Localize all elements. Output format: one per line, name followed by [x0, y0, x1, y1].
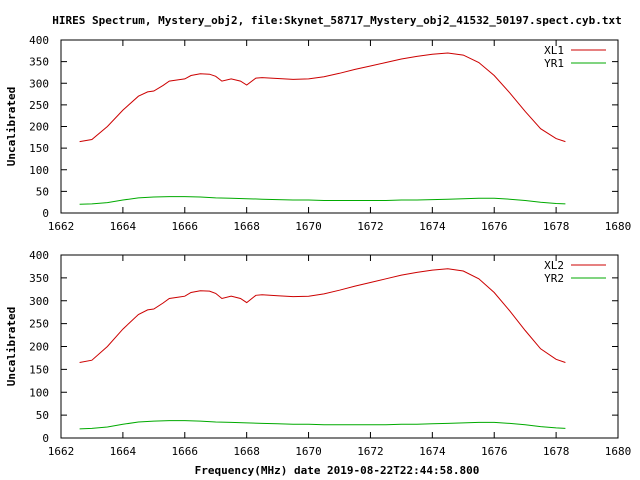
y-tick-label: 250	[29, 99, 49, 112]
series-line-yr1	[79, 196, 566, 205]
figure-title: HIRES Spectrum, Mystery_obj2, file:Skyne…	[52, 14, 622, 27]
y-tick-label: 100	[29, 164, 49, 177]
y-tick-label: 0	[42, 207, 49, 220]
legend-label-yr1: YR1	[544, 57, 564, 70]
y-axis-label: Uncalibrated	[5, 307, 18, 386]
y-tick-label: 50	[36, 185, 49, 198]
x-tick-label: 1676	[481, 220, 508, 233]
legend-label-xl2: XL2	[544, 259, 564, 272]
y-tick-label: 200	[29, 341, 49, 354]
y-tick-label: 150	[29, 363, 49, 376]
plot-frame	[60, 254, 619, 439]
y-tick-label: 0	[42, 432, 49, 445]
x-tick-label: 1666	[172, 445, 199, 458]
y-tick-label: 200	[29, 121, 49, 134]
x-tick-label: 1674	[419, 220, 446, 233]
y-tick-label: 350	[29, 56, 49, 69]
x-tick-label: 1662	[48, 445, 75, 458]
y-tick-label: 300	[29, 295, 49, 308]
x-axis-label: Frequency(MHz) date 2019-08-22T22:44:58.…	[195, 464, 480, 477]
y-tick-label: 350	[29, 272, 49, 285]
legend-label-xl1: XL1	[544, 44, 564, 57]
series-line-xl1	[79, 52, 566, 143]
x-tick-label: 1676	[481, 445, 508, 458]
x-tick-label: 1664	[110, 445, 137, 458]
x-tick-label: 1668	[233, 445, 260, 458]
x-tick-label: 1664	[110, 220, 137, 233]
x-tick-label: 1678	[543, 220, 570, 233]
chart-panel-1: 0 50 100 150 200 250 300 350 400 1662 1664 1666 1668…	[5, 34, 631, 233]
y-tick-label: 400	[29, 34, 49, 47]
y-tick-label: 50	[36, 409, 49, 422]
x-tick-label: 1662	[48, 220, 75, 233]
y-tick-label: 100	[29, 386, 49, 399]
x-tick-label: 1672	[357, 220, 384, 233]
legend-label-yr2: YR2	[544, 272, 564, 285]
plot-frame	[60, 39, 619, 214]
x-tick-label: 1668	[233, 220, 260, 233]
series-line-yr2	[79, 420, 566, 430]
x-tick-label: 1670	[295, 445, 322, 458]
x-tick-label: 1680	[605, 445, 632, 458]
y-tick-label: 300	[29, 77, 49, 90]
y-tick-label: 150	[29, 142, 49, 155]
chart-panels: 0 50 100 150 200 250 300 350 400 1662 1664 1666 1668…	[5, 34, 631, 458]
x-tick-label: 1680	[605, 220, 632, 233]
series-line-xl2	[79, 268, 566, 363]
x-tick-label: 1674	[419, 445, 446, 458]
chart-panel-2: 0 50 100 150 200 250 300 350 400 1662 1664 1666 1668…	[5, 249, 631, 458]
y-tick-label: 400	[29, 249, 49, 262]
x-tick-label: 1678	[543, 445, 570, 458]
y-tick-label: 250	[29, 318, 49, 331]
x-tick-label: 1666	[172, 220, 199, 233]
x-tick-label: 1672	[357, 445, 384, 458]
y-axis-label: Uncalibrated	[5, 87, 18, 166]
x-tick-label: 1670	[295, 220, 322, 233]
